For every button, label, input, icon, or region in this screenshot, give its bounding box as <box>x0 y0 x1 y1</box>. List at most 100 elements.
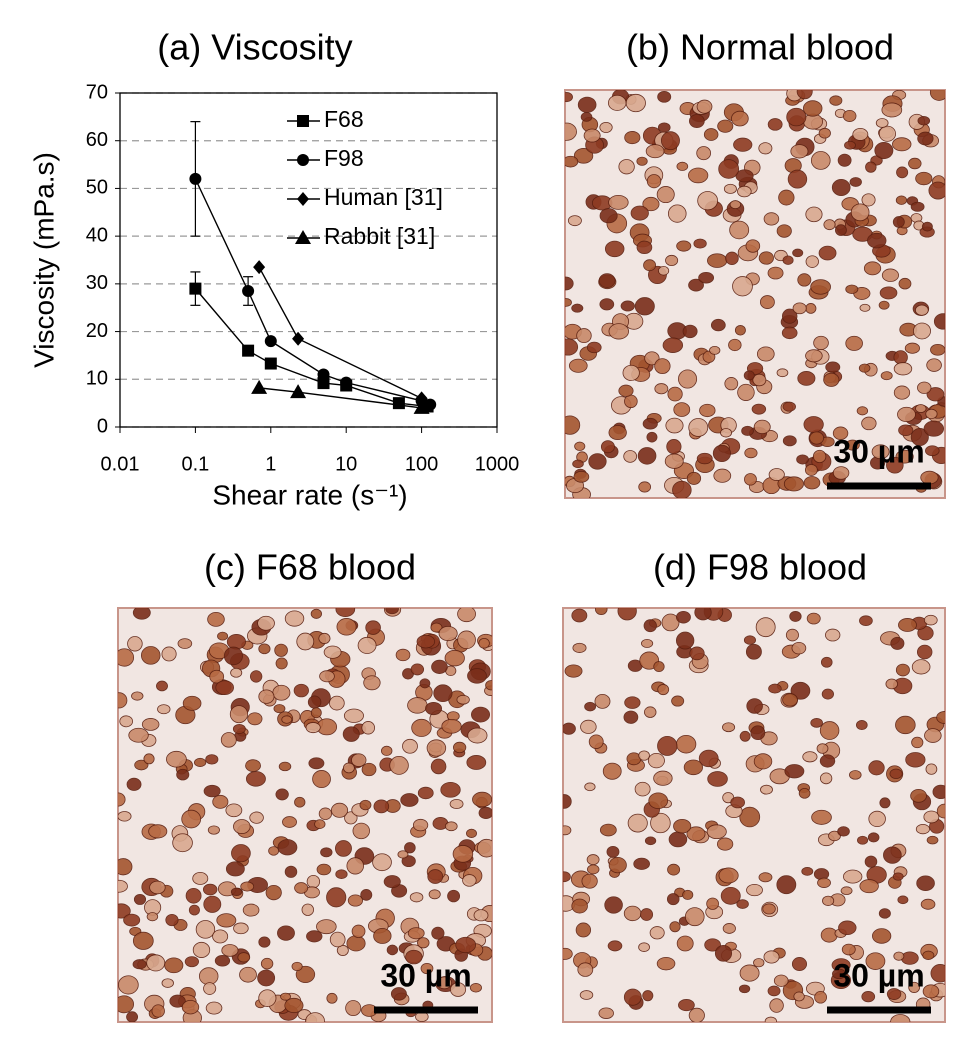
blood-cell <box>832 426 849 440</box>
blood-cell <box>599 208 618 224</box>
blood-cell <box>598 1007 614 1019</box>
blood-cell <box>923 614 938 626</box>
blood-cell <box>810 151 831 170</box>
y-tick-label: 0 <box>97 415 108 437</box>
blood-cell <box>784 764 805 779</box>
blood-cell <box>249 670 263 683</box>
blood-cell <box>720 887 741 905</box>
blood-cell <box>607 940 623 952</box>
blood-cell <box>148 824 168 839</box>
legend-marker <box>297 192 309 206</box>
blood-cell <box>132 931 154 950</box>
marker <box>242 285 255 298</box>
blood-cell <box>883 846 902 864</box>
blood-cell <box>140 646 161 665</box>
blood-cell <box>865 161 877 173</box>
blood-cell <box>226 634 246 650</box>
blood-cell <box>867 832 880 843</box>
blood-cell <box>118 692 128 709</box>
blood-cell <box>306 930 323 943</box>
blood-cell <box>790 681 811 700</box>
blood-cell <box>737 185 752 198</box>
blood-cell <box>257 969 276 987</box>
blood-cell <box>579 990 594 1000</box>
blood-cell <box>664 453 684 469</box>
blood-cell <box>917 116 931 126</box>
blood-cell <box>146 954 166 972</box>
blood-cell <box>164 957 184 974</box>
blood-cell <box>346 857 365 875</box>
blood-cell <box>372 853 392 872</box>
blood-cell <box>568 358 588 373</box>
blood-cell <box>924 728 942 743</box>
blood-cell <box>707 253 728 268</box>
blood-cell <box>485 680 492 691</box>
blood-cell <box>177 638 193 649</box>
blood-cell <box>205 754 219 765</box>
blood-cell <box>656 186 675 204</box>
blood-cell <box>624 696 641 709</box>
blood-cell <box>849 770 862 780</box>
blood-cell <box>665 417 684 434</box>
blood-cell <box>683 759 703 776</box>
blood-cell <box>143 753 155 765</box>
blood-cell <box>572 642 587 653</box>
blood-cell <box>417 786 434 800</box>
blood-cell <box>335 608 356 617</box>
blood-cell <box>151 1004 165 1018</box>
blood-cell <box>203 982 217 995</box>
blood-cell <box>472 791 492 808</box>
blood-cell <box>146 912 159 922</box>
blood-cell <box>785 628 799 642</box>
blood-cell <box>857 835 869 845</box>
blood-cell <box>176 768 190 781</box>
blood-cell <box>640 908 654 921</box>
blood-cell <box>395 648 411 662</box>
blood-cell <box>182 695 202 711</box>
blood-cell <box>438 625 458 642</box>
blood-cell <box>118 792 126 807</box>
scale-bar-label: 30 µm <box>833 957 924 993</box>
blood-cell <box>618 384 634 397</box>
marker <box>189 282 202 295</box>
blood-cell <box>892 137 912 152</box>
blood-cell <box>656 956 676 971</box>
blood-cell <box>819 772 833 785</box>
blood-cell <box>565 155 579 168</box>
blood-cell <box>763 212 780 226</box>
blood-cell <box>841 943 856 956</box>
blood-cell <box>710 318 726 332</box>
blood-cell <box>397 850 409 859</box>
blood-cell <box>357 636 377 654</box>
marker <box>340 376 353 389</box>
blood-cell <box>734 325 746 336</box>
blood-cell <box>419 678 431 689</box>
blood-cell <box>744 473 757 486</box>
blood-cell <box>320 847 333 858</box>
blood-cell <box>127 636 143 652</box>
blood-cell <box>897 895 909 905</box>
blood-cell <box>893 385 911 400</box>
blood-cell <box>231 844 251 863</box>
blood-cell <box>385 608 399 615</box>
y-tick-label: 30 <box>86 272 108 294</box>
blood-cell <box>925 763 938 775</box>
blood-cell <box>856 406 869 416</box>
blood-cell <box>855 720 868 731</box>
blood-cell <box>820 927 838 943</box>
blood-cell <box>346 935 366 952</box>
blood-cell <box>118 811 132 822</box>
blood-cell <box>594 693 611 709</box>
blood-cell <box>573 470 590 483</box>
blood-cell <box>646 174 662 189</box>
blood-cell <box>440 781 461 798</box>
blood-cell <box>166 750 187 768</box>
blood-cell <box>352 822 370 840</box>
blood-cell <box>654 383 669 395</box>
blood-cell <box>282 816 297 828</box>
blood-cell <box>132 608 151 620</box>
blood-cell <box>712 444 731 462</box>
blood-cell <box>673 402 691 417</box>
blood-cell <box>181 1000 200 1015</box>
blood-cell <box>268 846 280 856</box>
